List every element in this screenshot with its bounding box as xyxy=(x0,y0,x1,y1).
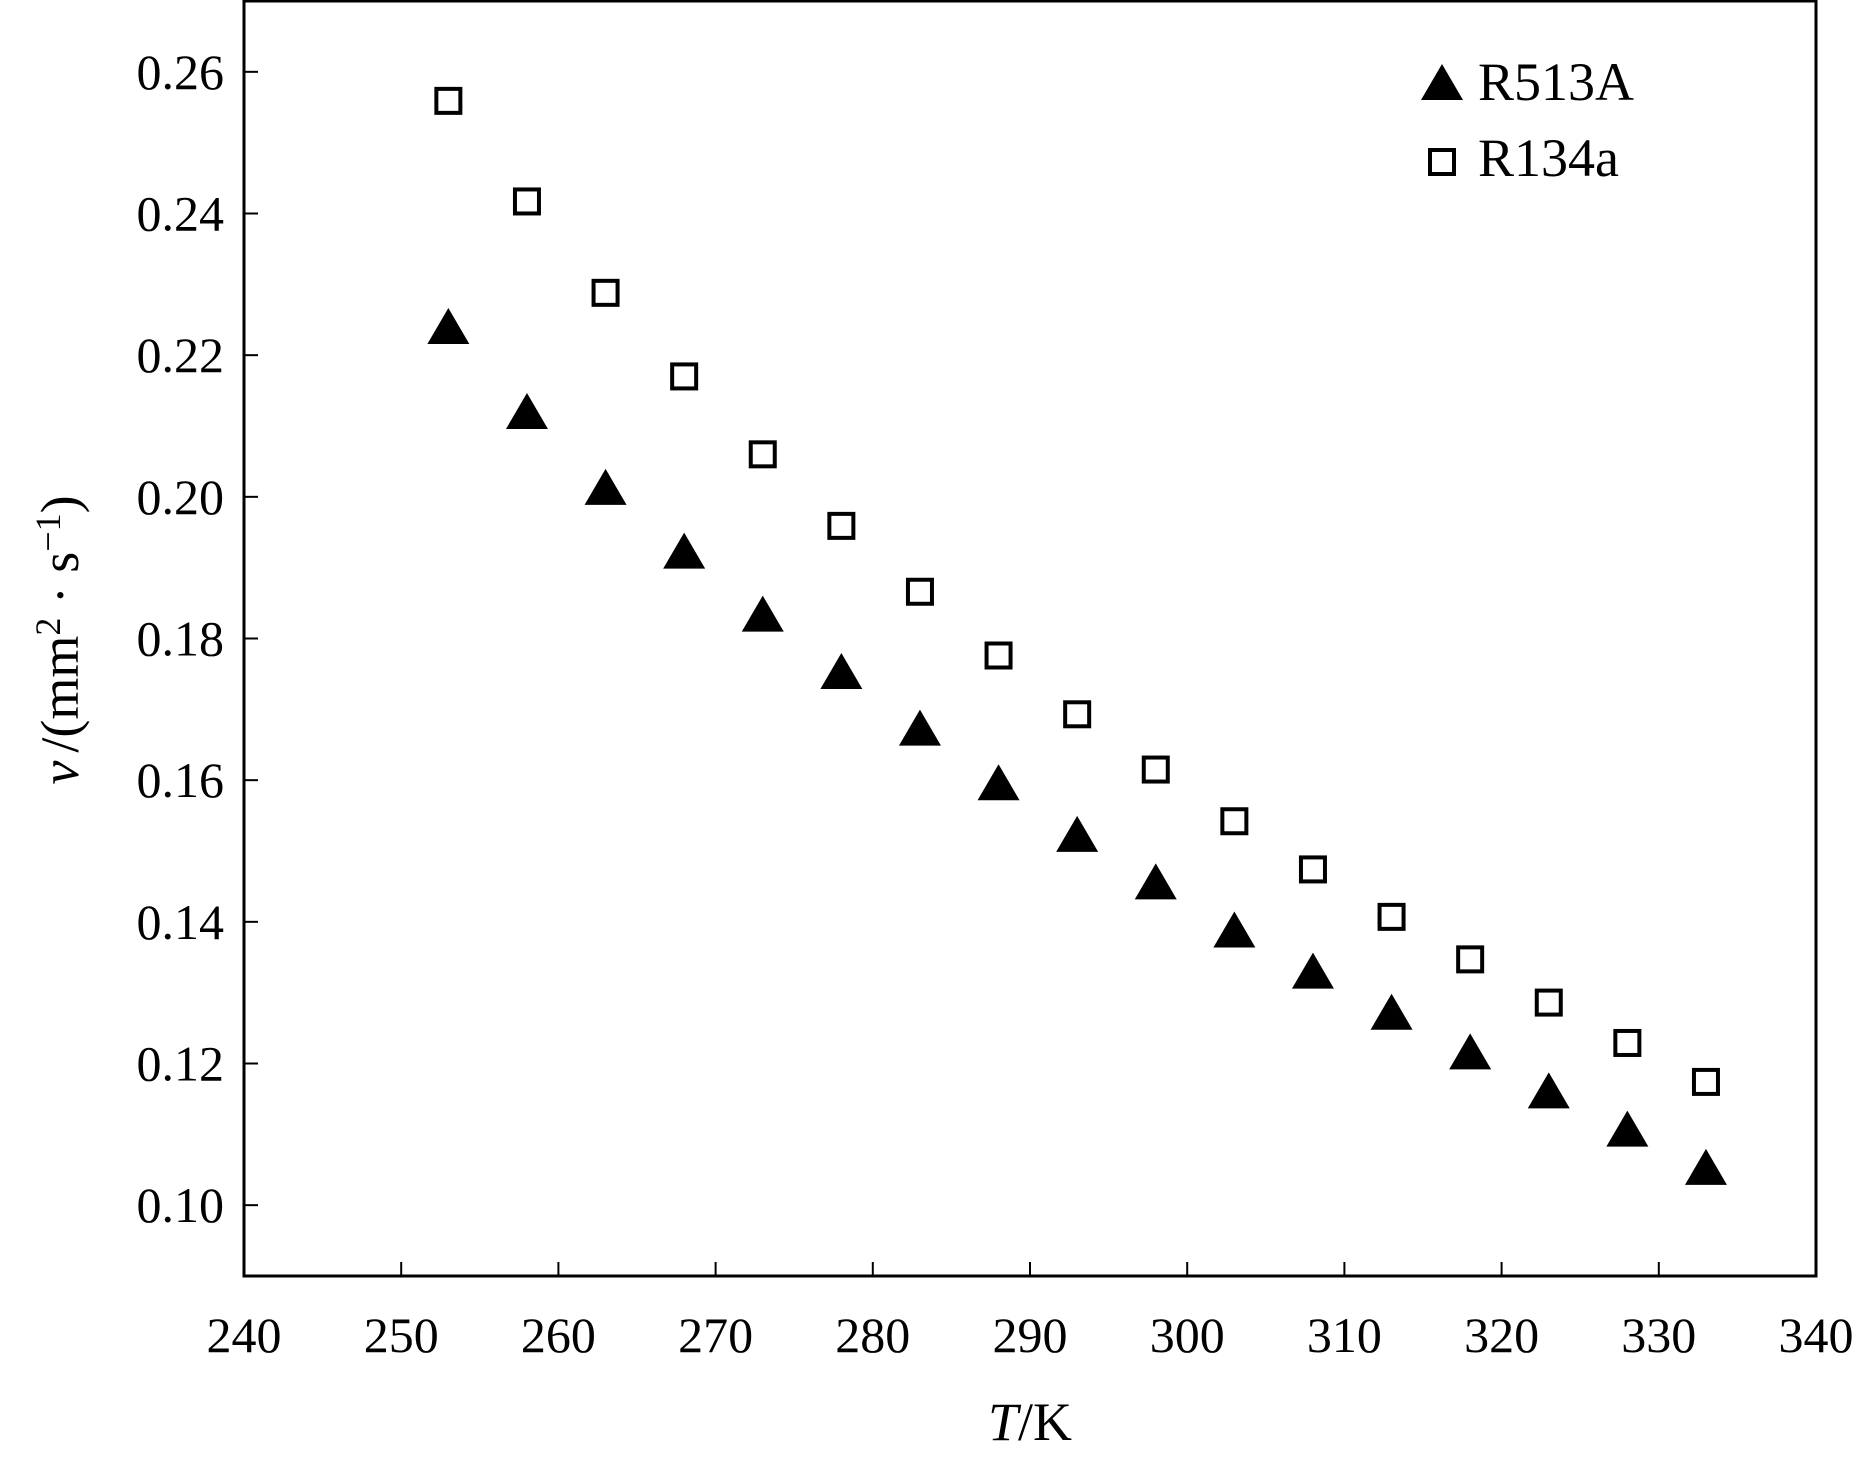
r134a-point xyxy=(1691,1067,1720,1096)
x-axis-label: T/K xyxy=(988,1392,1072,1452)
x-axis-ticks: 240 250 260 270 280 290 300 310 320 330 340 xyxy=(207,1262,1854,1363)
y-tick-label: 0.22 xyxy=(137,327,225,383)
x-tick-label: 240 xyxy=(207,1307,282,1363)
r134a-point xyxy=(1063,700,1092,729)
r513a-point xyxy=(977,764,1020,801)
r513a-point xyxy=(584,468,627,505)
r134a-point xyxy=(1377,902,1406,931)
plot-frame xyxy=(242,0,1818,1278)
r134a-point xyxy=(1534,988,1563,1017)
r134a-point xyxy=(1220,807,1249,836)
r134a-point xyxy=(905,577,934,606)
x-tick-label: 300 xyxy=(1150,1307,1225,1363)
r134a-point xyxy=(591,278,620,307)
r513a-point xyxy=(427,308,470,345)
r513a-point xyxy=(741,595,784,632)
data-points xyxy=(427,86,1727,1185)
r134a-point xyxy=(1613,1028,1642,1057)
r134a-point xyxy=(1298,855,1327,884)
r513a-point xyxy=(505,393,548,430)
x-tick-label: 330 xyxy=(1621,1307,1696,1363)
legend-triangle-marker xyxy=(1421,64,1463,100)
legend: R513A R134a xyxy=(1421,52,1634,188)
x-tick-label: 280 xyxy=(835,1307,910,1363)
r134a-point xyxy=(1141,755,1170,784)
x-tick-label: 310 xyxy=(1307,1307,1382,1363)
y-tick-label: 0.10 xyxy=(137,1177,225,1233)
legend-square-marker xyxy=(1428,148,1456,176)
legend-label-r134a: R134a xyxy=(1478,128,1619,188)
r513a-point xyxy=(898,709,941,746)
r134a-point xyxy=(984,641,1013,670)
legend-label-r513a: R513A xyxy=(1478,52,1634,112)
r513a-point xyxy=(663,532,706,569)
r513a-point xyxy=(1056,815,1099,852)
r513a-point xyxy=(1291,952,1334,989)
x-tick-label: 250 xyxy=(364,1307,439,1363)
r513a-point xyxy=(1449,1033,1492,1070)
y-axis-label: v/(mm2 · s−1) xyxy=(28,495,90,784)
y-axis-ticks: 0.10 0.12 0.14 0.16 0.18 0.20 0.22 0.24 0.26 xyxy=(137,44,258,1233)
x-tick-label: 320 xyxy=(1464,1307,1539,1363)
x-tick-label: 270 xyxy=(678,1307,753,1363)
r513a-point xyxy=(1527,1072,1570,1109)
y-tick-label: 0.18 xyxy=(137,611,225,667)
r134a-point xyxy=(748,440,777,469)
r134a-point xyxy=(1456,945,1485,974)
r513a-point xyxy=(1134,863,1177,900)
r134a-point xyxy=(827,511,856,540)
r513a-point xyxy=(1213,911,1256,948)
r513a-point xyxy=(820,653,863,690)
r134a-point xyxy=(434,86,463,115)
y-tick-label: 0.26 xyxy=(137,44,225,100)
y-tick-label: 0.12 xyxy=(137,1036,225,1092)
y-tick-label: 0.24 xyxy=(137,186,225,242)
y-tick-label: 0.16 xyxy=(137,752,225,808)
x-tick-label: 290 xyxy=(993,1307,1068,1363)
y-tick-label: 0.20 xyxy=(137,469,225,525)
r513a-point xyxy=(1684,1148,1727,1185)
r134a-point xyxy=(512,187,541,216)
y-tick-label: 0.14 xyxy=(137,894,225,950)
r134a-point xyxy=(670,362,699,391)
x-tick-label: 260 xyxy=(521,1307,596,1363)
x-tick-label: 340 xyxy=(1779,1307,1854,1363)
r513a-point xyxy=(1370,993,1413,1030)
r513a-point xyxy=(1606,1110,1649,1147)
